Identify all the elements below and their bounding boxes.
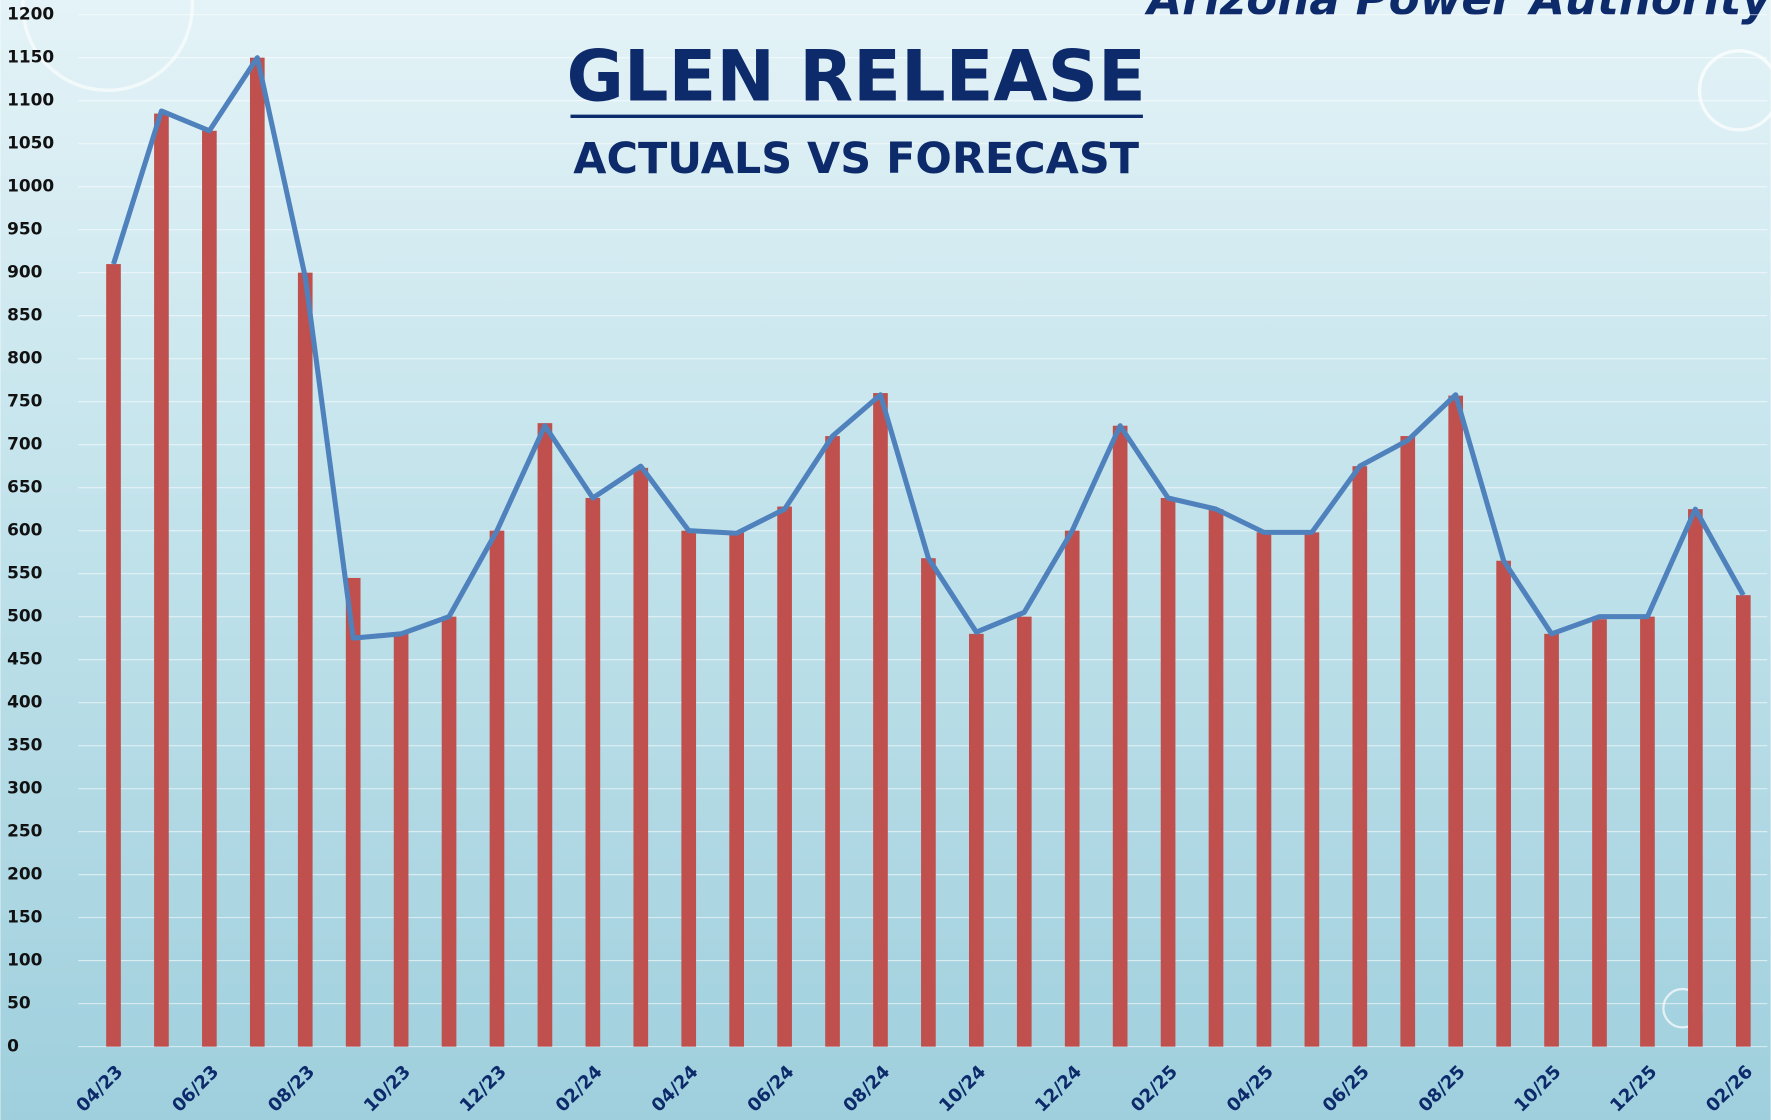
y-tick-label: 500 — [7, 606, 42, 626]
bar — [1113, 426, 1128, 1047]
bar — [873, 393, 888, 1047]
chart-subtitle: ACTUALS VS FORECAST — [573, 134, 1139, 184]
bar — [394, 634, 409, 1047]
bar — [1688, 509, 1703, 1046]
bar — [1400, 436, 1415, 1047]
bar — [681, 531, 696, 1047]
bar — [154, 114, 169, 1047]
bar — [969, 634, 984, 1047]
y-tick-label: 200 — [7, 864, 42, 884]
y-tick-label: 950 — [7, 219, 42, 239]
bar — [490, 531, 505, 1047]
y-tick-label: 1200 — [7, 4, 54, 24]
y-tick-label: 1100 — [7, 90, 54, 110]
y-tick-label: 1050 — [7, 133, 54, 153]
bar — [1065, 531, 1080, 1047]
y-tick-label: 250 — [7, 821, 42, 841]
bar — [1017, 617, 1032, 1047]
bar — [1640, 617, 1655, 1047]
y-tick-label: 850 — [7, 305, 42, 325]
y-tick-label: 150 — [7, 907, 42, 927]
chart-title: GLEN RELEASE — [566, 35, 1145, 117]
y-tick-label: 750 — [7, 391, 42, 411]
y-tick-label: 550 — [7, 563, 42, 583]
bar — [538, 423, 553, 1046]
bar — [825, 436, 840, 1047]
bar — [106, 264, 121, 1047]
bar — [250, 58, 265, 1047]
bar — [346, 578, 361, 1047]
bar — [1257, 532, 1272, 1046]
bar — [1448, 396, 1463, 1047]
y-tick-label: 900 — [7, 262, 42, 282]
bar — [633, 468, 648, 1047]
bar — [1544, 634, 1559, 1047]
y-tick-label: 1150 — [7, 47, 54, 67]
y-tick-label: 1000 — [7, 176, 54, 196]
bar — [298, 273, 313, 1047]
y-tick-label: 0 — [7, 1036, 19, 1056]
y-tick-label: 800 — [7, 348, 42, 368]
y-tick-label: 350 — [7, 735, 42, 755]
bar — [921, 558, 936, 1046]
bar — [1496, 561, 1511, 1047]
bar — [1736, 595, 1751, 1046]
bar — [729, 532, 744, 1046]
y-tick-label: 100 — [7, 950, 42, 970]
y-tick-label: 650 — [7, 477, 42, 497]
page: {"brand":"Arizona Power Authority", "cha… — [0, 0, 1771, 1120]
bar — [442, 617, 457, 1047]
bar — [1592, 619, 1607, 1046]
bar — [1209, 509, 1224, 1046]
chart: Arizona Power Authority 0 50 100 150 200 250 3… — [0, 0, 1771, 1120]
y-tick-label: 600 — [7, 520, 42, 540]
bar — [777, 507, 792, 1047]
y-tick-label: 400 — [7, 692, 42, 712]
y-tick-label: 700 — [7, 434, 42, 454]
y-tick-label: 450 — [7, 649, 42, 669]
bar — [1161, 498, 1176, 1047]
bar — [202, 131, 217, 1047]
y-tick-label: 300 — [7, 778, 42, 798]
y-tick-label: 50 — [7, 993, 31, 1013]
bar — [1305, 532, 1320, 1046]
bar — [1352, 466, 1367, 1046]
brand: Arizona Power Authority — [1144, 0, 1771, 25]
bar — [586, 498, 601, 1047]
